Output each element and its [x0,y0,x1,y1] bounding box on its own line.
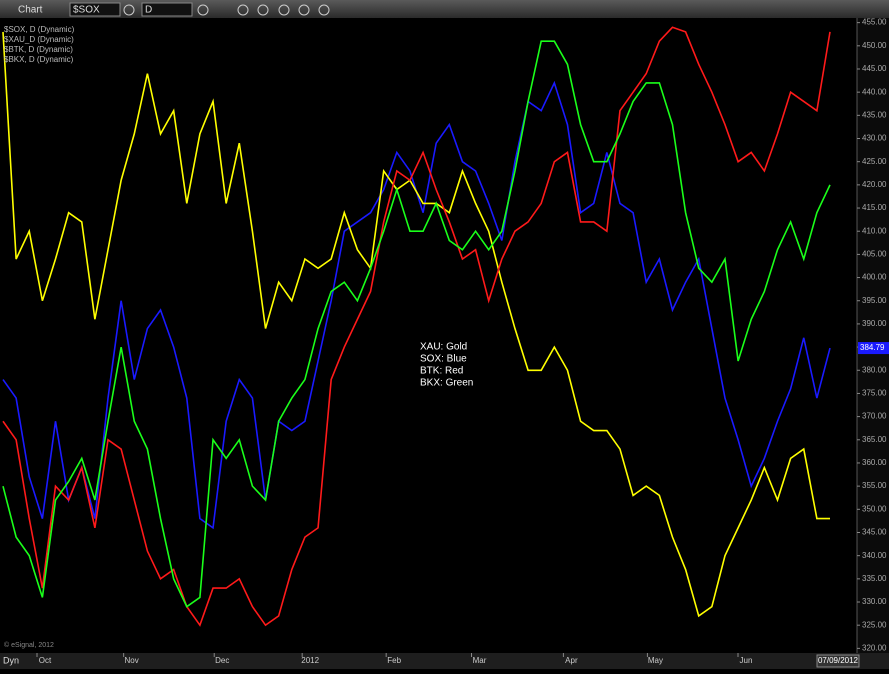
annotation: XAU: Gold [420,342,467,353]
y-tick-label: 430.00 [862,134,887,143]
legend-entry: $BTK, D (Dynamic) [4,45,73,54]
toolbar [0,0,889,18]
mode[interactable]: Dyn [3,655,19,665]
y-tick-label: 425.00 [862,157,887,166]
x-tick-label: 2012 [301,656,319,665]
y-tick-label: 340.00 [862,551,887,560]
x-tick-label: Mar [473,656,487,665]
y-tick-label: 375.00 [862,389,887,398]
x-tick-label: Feb [387,656,401,665]
annotation: SOX: Blue [420,354,467,365]
y-tick-label: 400.00 [862,273,887,282]
x-tick-label: Nov [125,656,139,665]
series-line [2,80,831,530]
y-tick-label: 355.00 [862,481,887,490]
y-tick-label: 420.00 [862,180,887,189]
legend-entry: $SOX, D (Dynamic) [4,25,75,34]
y-tick-label: 345.00 [862,528,887,537]
y-tick-label: 395.00 [862,296,887,305]
date-box [816,654,860,668]
y-tick-label: 365.00 [862,435,887,444]
y-tick-label: 320.00 [862,643,887,652]
interval[interactable]: D [145,5,152,16]
y-tick-label: 435.00 [862,110,887,119]
y-tick-label: 415.00 [862,203,887,212]
x-axis-panel [0,653,889,669]
y-tick-label: 405.00 [862,249,887,258]
y-tick-label: 325.00 [862,620,887,629]
y-tick-label: 350.00 [862,504,887,513]
legend-entry: $XAU_D (Dynamic) [4,35,74,44]
series-line [2,31,830,618]
annotation: BKX: Green [420,378,473,389]
series-line [2,40,831,608]
x-tick-label: Apr [565,656,578,665]
x-tick-label: Jun [740,656,753,665]
x-tick-label: May [648,656,663,665]
date: 07/09/2012 [818,656,859,665]
y-axis-panel [857,18,889,653]
toolbar-icons[interactable] [123,4,330,16]
symbol[interactable]: $SOX [73,5,100,16]
y-tick-label: 330.00 [862,597,887,606]
legend-entry: $BKX, D (Dynamic) [4,55,74,64]
y-tick-label: 380.00 [862,365,887,374]
interval-box[interactable] [141,2,193,17]
last-value-label: 384.79 [860,343,885,352]
y-tick-label: 335.00 [862,574,887,583]
x-tick-label: Oct [39,656,52,665]
toolbar-title: Chart [18,5,43,16]
y-tick-label: 410.00 [862,226,887,235]
y-tick-label: 390.00 [862,319,887,328]
symbol-box[interactable] [69,2,121,17]
y-tick-label: 455.00 [862,18,887,27]
x-tick-label: Dec [215,656,229,665]
copyright: © eSignal, 2012 [4,641,54,649]
y-tick-label: 445.00 [862,64,887,73]
y-tick-label: 370.00 [862,412,887,421]
y-tick-label: 360.00 [862,458,887,467]
y-tick-label: 440.00 [862,87,887,96]
last-value-box [858,342,889,355]
annotation: BTK: Red [420,366,463,377]
series-line [2,26,831,627]
y-tick-label: 450.00 [862,41,887,50]
